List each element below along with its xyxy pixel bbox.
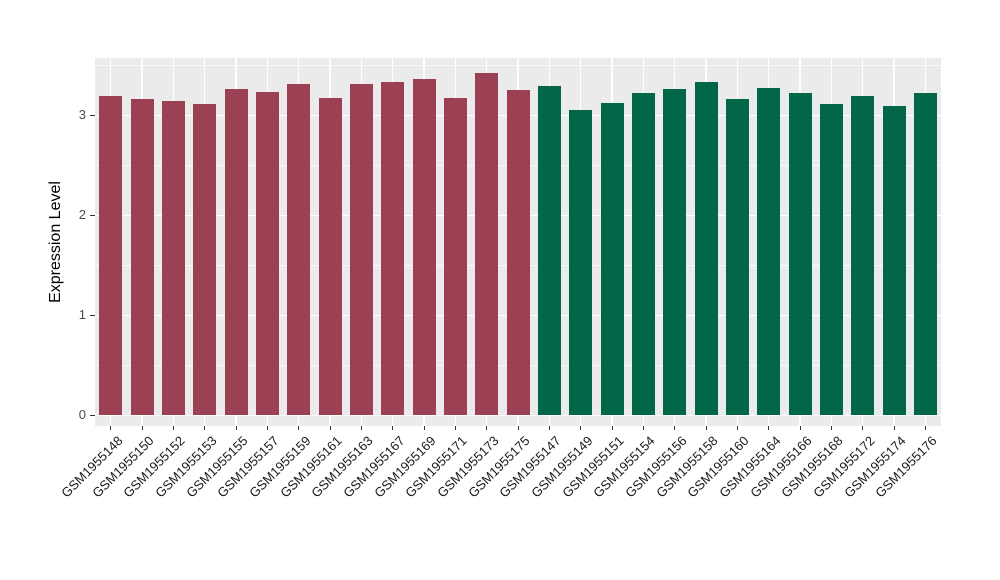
bar bbox=[819, 104, 843, 415]
bar bbox=[349, 84, 373, 415]
bar bbox=[287, 84, 311, 415]
x-tick-mark bbox=[392, 426, 394, 430]
x-tick-mark bbox=[454, 426, 456, 430]
x-tick-mark bbox=[141, 426, 143, 430]
x-tick-mark bbox=[924, 426, 926, 430]
x-tick-mark bbox=[611, 426, 613, 430]
y-tick-label: 2 bbox=[78, 207, 86, 222]
x-tick-mark bbox=[329, 426, 331, 430]
y-tick-label: 0 bbox=[78, 407, 86, 422]
x-tick-mark bbox=[235, 426, 237, 430]
bar bbox=[255, 92, 279, 415]
bar bbox=[694, 82, 718, 415]
bar bbox=[381, 82, 405, 415]
bar bbox=[412, 79, 436, 415]
bar bbox=[788, 93, 812, 415]
x-tick-mark bbox=[862, 426, 864, 430]
bar bbox=[99, 96, 123, 415]
bar bbox=[600, 103, 624, 415]
x-tick-mark bbox=[172, 426, 174, 430]
x-tick-mark bbox=[705, 426, 707, 430]
bar bbox=[475, 73, 499, 415]
bar bbox=[224, 89, 248, 415]
x-tick-mark bbox=[517, 426, 519, 430]
x-tick-mark bbox=[360, 426, 362, 430]
bar bbox=[130, 99, 154, 415]
y-tick-label: 1 bbox=[78, 307, 86, 322]
bar bbox=[913, 93, 937, 415]
x-tick-mark bbox=[423, 426, 425, 430]
x-tick-mark bbox=[768, 426, 770, 430]
bar bbox=[318, 98, 342, 415]
x-tick-mark bbox=[486, 426, 488, 430]
bar bbox=[725, 99, 749, 415]
bar bbox=[663, 89, 687, 415]
bar bbox=[631, 93, 655, 415]
x-tick-mark bbox=[642, 426, 644, 430]
bar bbox=[851, 96, 875, 415]
bar bbox=[882, 106, 906, 415]
bar bbox=[537, 86, 561, 415]
x-tick-mark bbox=[580, 426, 582, 430]
y-tick-label: 3 bbox=[78, 107, 86, 122]
y-tick-mark bbox=[90, 414, 95, 416]
x-tick-mark bbox=[298, 426, 300, 430]
bar bbox=[193, 104, 217, 415]
y-tick-mark bbox=[90, 314, 95, 316]
y-axis-title: Expression Level bbox=[47, 181, 64, 303]
x-tick-mark bbox=[893, 426, 895, 430]
x-tick-mark bbox=[674, 426, 676, 430]
bar bbox=[757, 88, 781, 415]
x-tick-mark bbox=[736, 426, 738, 430]
x-tick-mark bbox=[110, 426, 112, 430]
x-tick-mark bbox=[204, 426, 206, 430]
plot-panel bbox=[95, 58, 941, 426]
x-tick-mark bbox=[799, 426, 801, 430]
bar bbox=[443, 98, 467, 415]
y-tick-mark bbox=[90, 114, 95, 116]
x-tick-mark bbox=[830, 426, 832, 430]
x-tick-mark bbox=[548, 426, 550, 430]
x-tick-mark bbox=[266, 426, 268, 430]
bar bbox=[569, 110, 593, 415]
bar bbox=[161, 101, 185, 415]
y-tick-mark bbox=[90, 214, 95, 216]
bar bbox=[506, 90, 530, 415]
